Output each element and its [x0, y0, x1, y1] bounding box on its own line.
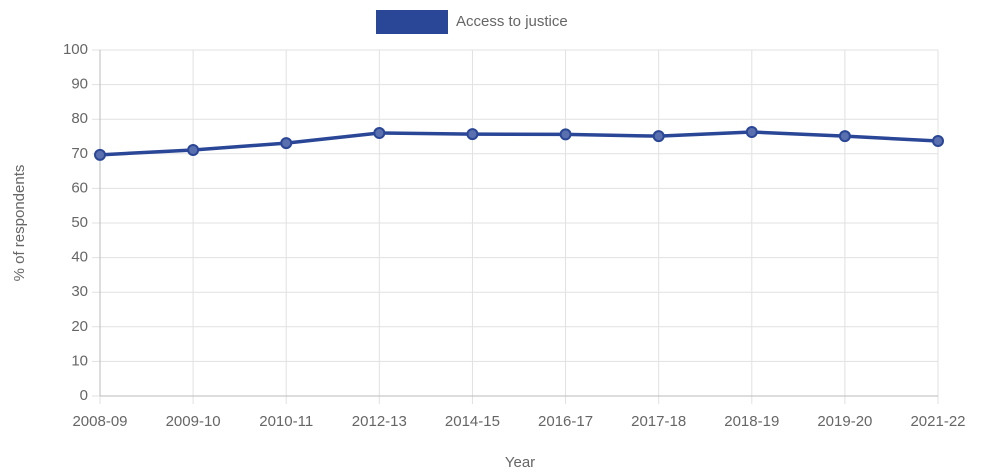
y-tick-label: 10	[71, 352, 88, 369]
data-point	[838, 130, 851, 143]
y-tick-label: 40	[71, 249, 88, 266]
x-tick-label: 2016-17	[538, 413, 593, 430]
data-point	[745, 126, 758, 139]
x-axis-title: Year	[505, 454, 535, 471]
y-tick-label: 30	[71, 283, 88, 300]
y-axis-title: % of respondents	[11, 165, 28, 282]
x-tick-label: 2021-22	[910, 413, 965, 430]
data-point	[932, 134, 944, 147]
x-tick-label: 2018-19	[724, 413, 779, 430]
y-tick-label: 0	[80, 387, 88, 404]
data-point	[652, 130, 665, 143]
y-tick-label: 90	[71, 76, 88, 93]
data-point	[373, 127, 386, 140]
legend-swatch	[376, 10, 448, 34]
data-point	[559, 128, 572, 141]
y-tick-label: 70	[71, 145, 88, 162]
y-tick-label: 100	[63, 41, 88, 58]
y-tick-label: 60	[71, 179, 88, 196]
data-point	[280, 137, 293, 150]
data-point	[187, 143, 200, 156]
data-point	[466, 128, 479, 141]
y-tick-label: 20	[71, 318, 88, 335]
x-tick-label: 2014-15	[445, 413, 500, 430]
x-tick-label: 2019-20	[817, 413, 872, 430]
data-line	[99, 130, 939, 157]
x-tick-label: 2012-13	[352, 413, 407, 430]
legend-label: Access to justice	[456, 13, 568, 30]
y-tick-label: 80	[71, 110, 88, 127]
x-tick-label: 2010-11	[259, 413, 313, 430]
data-point	[94, 148, 106, 161]
x-tick-label: 2009-10	[166, 413, 221, 430]
x-tick-label: 2017-18	[631, 413, 686, 430]
x-tick-label: 2008-09	[72, 413, 127, 430]
y-tick-label: 50	[71, 214, 88, 231]
